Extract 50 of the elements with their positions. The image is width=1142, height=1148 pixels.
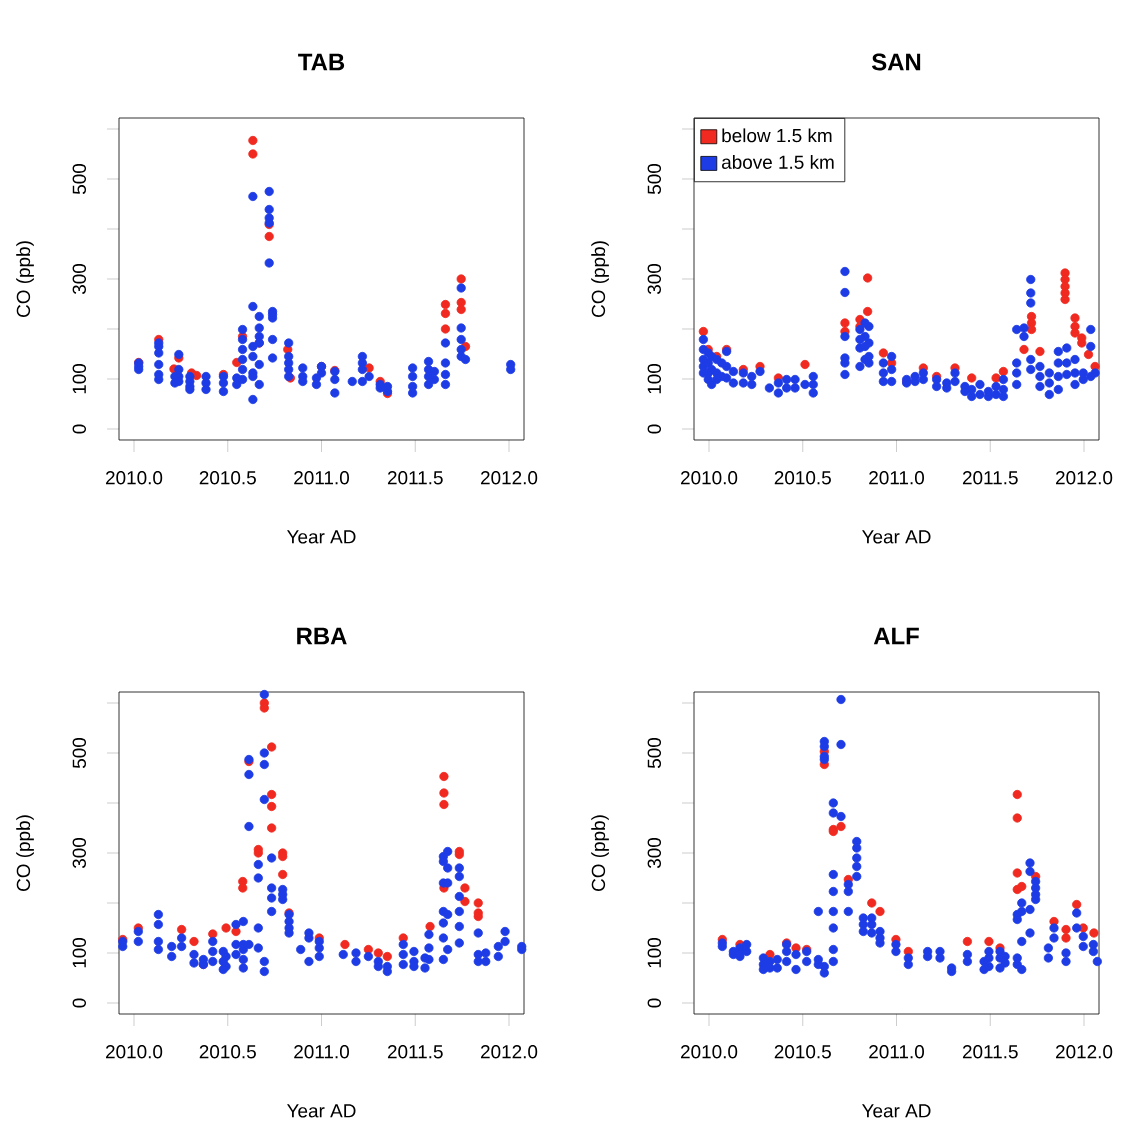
y-tick-label: 500 <box>72 163 87 195</box>
x-axis-title: Year AD <box>287 1104 356 1118</box>
y-tick-label: 0 <box>72 424 87 434</box>
x-axis-title: Year AD <box>862 530 931 544</box>
x-tick-label: 2010.0 <box>681 471 738 485</box>
y-tick-label: 300 <box>72 837 87 869</box>
x-tick-label: 2011.5 <box>387 1045 443 1059</box>
y-tick-label: 0 <box>647 998 662 1008</box>
y-tick-label: 300 <box>72 263 87 295</box>
y-tick-label: 500 <box>647 737 662 769</box>
x-tick-label: 2012.0 <box>1056 471 1113 485</box>
x-tick-label: 2011.0 <box>869 471 924 485</box>
x-tick-label: 2010.5 <box>199 1045 256 1059</box>
y-tick-label: 300 <box>647 263 662 295</box>
x-tick-label: 2011.5 <box>962 471 1018 485</box>
legend-label: above 1.5 km <box>722 155 834 169</box>
chart-title: ALF <box>873 627 919 645</box>
y-axis-title: CO (ppb) <box>16 241 34 317</box>
chart-title: TAB <box>298 53 345 71</box>
x-tick-label: 2010.5 <box>774 471 831 485</box>
x-tick-label: 2010.0 <box>681 1045 738 1059</box>
x-tick-label: 2010.5 <box>774 1045 831 1059</box>
chart-title: SAN <box>871 53 921 71</box>
legend-label: below 1.5 km <box>722 128 832 143</box>
y-tick-label: 100 <box>647 363 662 394</box>
x-tick-label: 2011.0 <box>294 471 349 485</box>
y-tick-label: 0 <box>72 998 87 1008</box>
x-tick-label: 2011.5 <box>962 1045 1018 1059</box>
x-tick-label: 2010.5 <box>199 471 256 485</box>
x-tick-label: 2011.0 <box>294 1045 349 1059</box>
y-tick-label: 300 <box>647 837 662 869</box>
y-tick-label: 500 <box>647 163 662 195</box>
y-tick-label: 100 <box>72 937 87 968</box>
x-tick-label: 2012.0 <box>480 471 538 485</box>
x-tick-label: 2010.0 <box>105 1045 163 1059</box>
y-axis-title: CO (ppb) <box>591 241 609 317</box>
y-tick-label: 500 <box>72 737 87 769</box>
y-tick-label: 100 <box>72 363 87 394</box>
y-axis-title: CO (ppb) <box>591 815 609 891</box>
y-axis-title: CO (ppb) <box>16 815 34 891</box>
x-tick-label: 2010.0 <box>105 471 163 485</box>
x-axis-title: Year AD <box>862 1104 931 1118</box>
y-tick-label: 100 <box>647 937 662 968</box>
x-tick-label: 2012.0 <box>1056 1045 1113 1059</box>
x-axis-title: Year AD <box>287 530 356 544</box>
x-tick-label: 2011.0 <box>869 1045 924 1059</box>
x-tick-label: 2012.0 <box>480 1045 538 1059</box>
x-tick-label: 2011.5 <box>387 471 443 485</box>
chart-title: RBA <box>297 627 347 645</box>
y-tick-label: 0 <box>647 424 662 434</box>
